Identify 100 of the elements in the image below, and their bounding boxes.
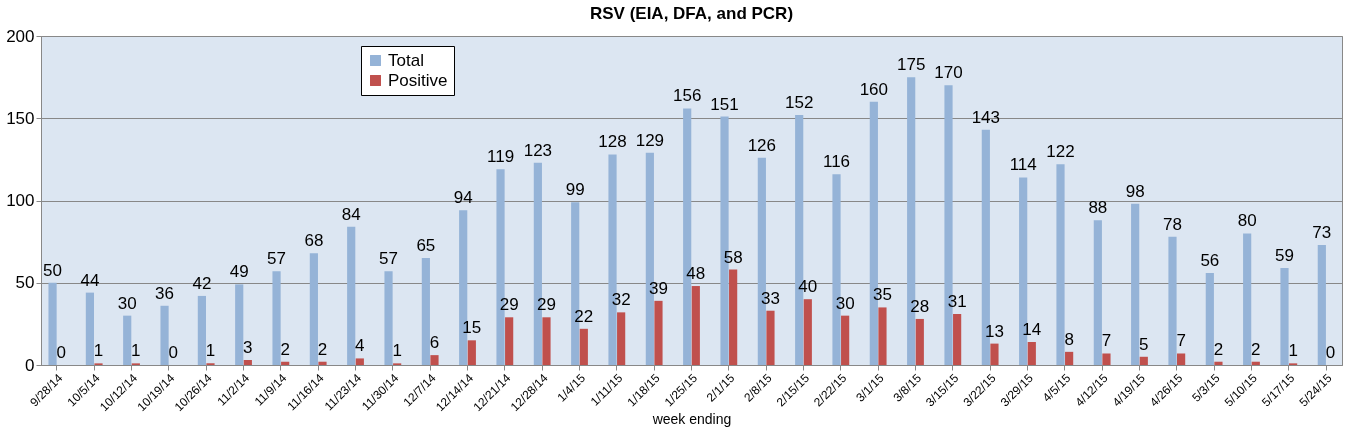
data-label: 175 (896, 55, 926, 75)
bar (1027, 341, 1036, 365)
bar (384, 271, 393, 365)
bar (309, 253, 318, 365)
data-label: 8 (1064, 329, 1074, 349)
bar (1056, 164, 1065, 365)
data-label: 6 (429, 333, 440, 353)
bar (235, 284, 244, 365)
bar (1214, 361, 1223, 365)
bar (430, 355, 439, 365)
bar (123, 315, 132, 365)
data-label: 7 (1101, 331, 1112, 351)
bar (1280, 267, 1289, 365)
data-label: 170 (934, 63, 963, 83)
bar (990, 343, 999, 365)
bar (803, 299, 812, 365)
data-label: 0 (1325, 343, 1336, 362)
data-label: 1 (1288, 341, 1298, 361)
data-label: 126 (747, 135, 777, 155)
data-label: 30 (835, 293, 855, 313)
data-label: 42 (192, 273, 212, 293)
data-label: 123 (523, 140, 553, 160)
data-label: 1 (93, 341, 104, 361)
data-label: 58 (723, 247, 743, 267)
legend-label: Total (388, 50, 424, 70)
data-label: 39 (649, 278, 668, 298)
bar (1093, 220, 1102, 365)
data-label: 50 (43, 260, 63, 280)
y-tick-label: 100 (6, 191, 35, 210)
bar (160, 305, 169, 365)
bar (1065, 351, 1074, 365)
bar (1102, 353, 1111, 365)
data-label: 143 (971, 107, 1001, 127)
data-label: 49 (229, 262, 249, 282)
data-label: 73 (1312, 222, 1332, 242)
y-tick-label: 200 (6, 26, 35, 46)
bar (1205, 272, 1214, 365)
bar (841, 315, 850, 365)
data-label: 119 (486, 147, 515, 167)
data-label: 88 (1088, 198, 1108, 218)
bar (272, 271, 281, 365)
bar (878, 307, 887, 365)
data-label: 59 (1275, 245, 1294, 265)
y-tick-label: 0 (25, 355, 35, 375)
bar (654, 300, 663, 365)
data-label: 65 (416, 236, 436, 256)
x-axis-title: week ending (651, 411, 732, 428)
bar (915, 318, 924, 365)
y-tick-label: 50 (15, 273, 35, 293)
data-label: 156 (673, 86, 702, 106)
data-label: 48 (686, 264, 706, 284)
data-label: 2 (1213, 339, 1224, 359)
data-label: 78 (1163, 214, 1182, 234)
bar (318, 361, 327, 365)
data-label: 5 (1139, 334, 1149, 354)
chart-title: RSV (EIA, DFA, and PCR) (589, 4, 794, 23)
data-label: 2 (280, 339, 290, 359)
bar (1243, 233, 1252, 365)
bar (542, 317, 551, 365)
data-label: 44 (80, 270, 100, 290)
bar (729, 269, 738, 365)
data-label: 0 (56, 343, 66, 362)
data-label: 98 (1125, 181, 1145, 201)
data-label: 122 (1046, 142, 1075, 162)
data-label: 116 (822, 152, 851, 172)
data-label: 57 (379, 249, 398, 269)
bar (85, 292, 94, 365)
bar (355, 358, 364, 365)
bar (243, 360, 252, 365)
data-label: 29 (499, 295, 519, 315)
data-label: 35 (873, 285, 892, 305)
data-label: 1 (205, 341, 216, 361)
data-label: 0 (168, 343, 178, 362)
data-label: 99 (565, 180, 585, 200)
data-label: 22 (574, 306, 594, 326)
data-label: 56 (1200, 250, 1220, 270)
data-label: 32 (611, 290, 631, 310)
data-label: 28 (910, 296, 930, 316)
bar (1317, 244, 1326, 365)
y-tick-label: 150 (6, 108, 35, 128)
bar (505, 317, 514, 365)
data-label: 3 (243, 338, 253, 358)
data-label: 15 (462, 318, 482, 338)
data-label: 57 (267, 249, 287, 269)
bar (1139, 356, 1148, 365)
data-label: 151 (710, 94, 739, 114)
bar (421, 258, 430, 365)
bar (1177, 353, 1186, 365)
data-label: 80 (1237, 211, 1257, 231)
data-label: 2 (1251, 339, 1261, 359)
data-label: 7 (1176, 331, 1186, 351)
data-label: 114 (1009, 155, 1037, 175)
legend-label: Positive (388, 70, 448, 90)
data-label: 30 (117, 293, 137, 313)
bar (467, 340, 476, 365)
data-label: 94 (453, 188, 473, 208)
data-label: 129 (635, 130, 665, 150)
data-label: 152 (785, 92, 814, 112)
data-label: 160 (859, 79, 889, 99)
data-label: 2 (317, 339, 328, 359)
